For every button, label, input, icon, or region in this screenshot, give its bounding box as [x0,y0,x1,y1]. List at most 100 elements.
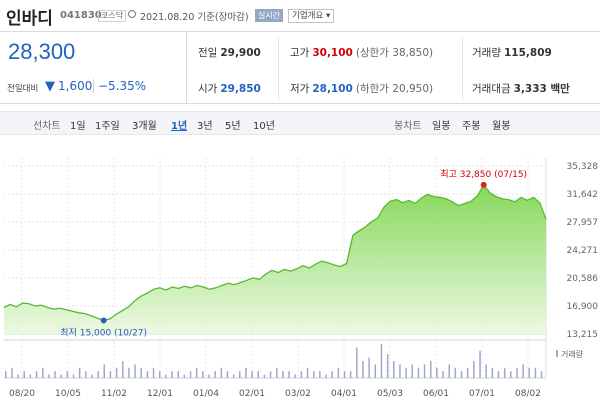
volume-bar [368,357,370,378]
volume-bar [103,364,105,378]
volume-bar [122,361,124,378]
volume-bar [331,371,333,378]
stat-value: 29,850 [220,83,261,95]
volume-bar [208,374,210,378]
stat-label: 전일 [198,47,218,59]
change-percent: −5.35% [98,79,147,93]
period-3y[interactable]: 3년 [197,121,213,132]
line-chart-label: 선차트 [33,121,61,132]
period-1y[interactable]: 1년 [171,121,188,132]
volume-bar [497,371,500,378]
volume-bar [510,371,512,378]
company-info-dropdown[interactable]: 기업개요 ▾ [288,9,335,23]
candle-weekly[interactable]: 주봉 [462,121,481,132]
volume-bar [423,364,426,378]
volume-bar [288,371,290,378]
stat-prev-close: 전일 29,900 [198,45,261,60]
volume-bar [460,371,463,378]
stat-amount: 거래대금 3,333 백만 [472,81,570,96]
volume-bar [522,364,524,378]
y-axis-ticks: 35,328 31,642 27,957 24,271 20,586 16,900 13,2… [567,162,599,340]
volume-bar [503,367,506,378]
stat-value: 3,333 백만 [513,83,570,95]
down-arrow-icon: ▼ [45,79,55,94]
y-tick-label: 20,586 [567,274,599,284]
divider [93,79,94,93]
period-10y[interactable]: 10년 [253,121,275,132]
volume-bar [294,374,296,378]
chart-toolbar: 선차트 1일 1주일 3개월 1년 3년 5년 10년 봉차트 일봉 주봉 월봉 [0,104,600,142]
volume-bar [393,361,395,378]
upper-limit: (상한가 38,850) [355,47,434,59]
volume-bar [380,344,383,378]
change-label: 전일대비 [7,84,39,94]
period-1w[interactable]: 1주일 [95,121,120,132]
volume-bar [29,374,32,378]
volume-bar [325,374,327,378]
volume-bar [448,364,450,378]
chart-grid [4,158,547,379]
y-tick-label: 24,271 [567,246,599,256]
volume-bar [282,371,284,378]
stat-value: 115,809 [503,47,552,59]
volume-bar [189,371,192,378]
stat-label: 시가 [198,83,218,95]
stock-code: 041830 [60,10,102,21]
price-chart[interactable]: 35,328 31,642 27,957 24,271 20,586 16,900 13,2… [0,148,600,412]
stat-low: 저가 28,100 (하한가 20,950) [290,81,433,96]
stock-name: 인바디 [6,9,53,29]
volume-bar [516,367,518,378]
stat-label: 거래대금 [472,83,511,95]
market-badge: 코스닥 [98,10,127,22]
price-line [3,183,547,322]
candle-monthly[interactable]: 월봉 [492,121,511,132]
volume-bar [72,374,75,378]
volume-bar [540,371,543,378]
volume-bar [399,364,401,378]
volume-bar [362,361,364,378]
divider [462,38,463,100]
clock-icon [128,10,136,18]
period-1d[interactable]: 1일 [70,121,86,132]
volume-bar [214,371,216,378]
volume-bar [152,367,155,378]
volume-bar [491,367,494,378]
volume-bar [128,367,130,378]
volume-bar [430,361,432,378]
x-tick-label: 07/01 [469,389,495,399]
x-tick-label: 05/03 [377,389,403,399]
min-marker [100,317,107,324]
volume-bar [115,367,118,378]
lower-limit: (하한가 20,950) [355,83,434,95]
candle-daily[interactable]: 일봉 [432,121,451,132]
volume-bar [220,367,223,378]
volume-bar [405,367,407,378]
volume-bar [85,371,87,378]
period-5y[interactable]: 5년 [225,121,241,132]
volume-bar [269,371,272,378]
realtime-button[interactable]: 실시간 [255,9,284,22]
divider [278,38,279,100]
change-value: 1,600 [58,79,93,93]
chart-annotations: 거래량 최고 32,850 (07/15) 최저 15,000 (10/27) [60,169,583,359]
stat-high: 고가 30,100 (상한가 38,850) [290,45,433,60]
x-tick-label: 04/01 [331,389,357,399]
stat-value: 30,100 [312,47,353,59]
x-tick-label: 01/04 [193,389,219,399]
volume-bar [140,367,142,378]
period-3m[interactable]: 3개월 [132,121,157,132]
volume-bar [202,371,204,378]
x-tick-label: 12/01 [147,389,173,399]
volume-bar [226,371,229,378]
chart-area [3,183,547,334]
toolbar-strip: 선차트 1일 1주일 3개월 1년 3년 5년 10년 봉차트 일봉 주봉 월봉 [0,111,600,135]
x-tick-label: 03/02 [285,389,311,399]
volume-bar [442,371,444,378]
volume-bar [78,367,81,378]
volume-bar [177,371,179,378]
y-tick-label: 13,215 [567,330,599,340]
stat-value: 29,900 [220,47,261,59]
volume-bar [300,371,303,378]
volume-bar [319,371,321,378]
volume-bar [66,371,69,378]
